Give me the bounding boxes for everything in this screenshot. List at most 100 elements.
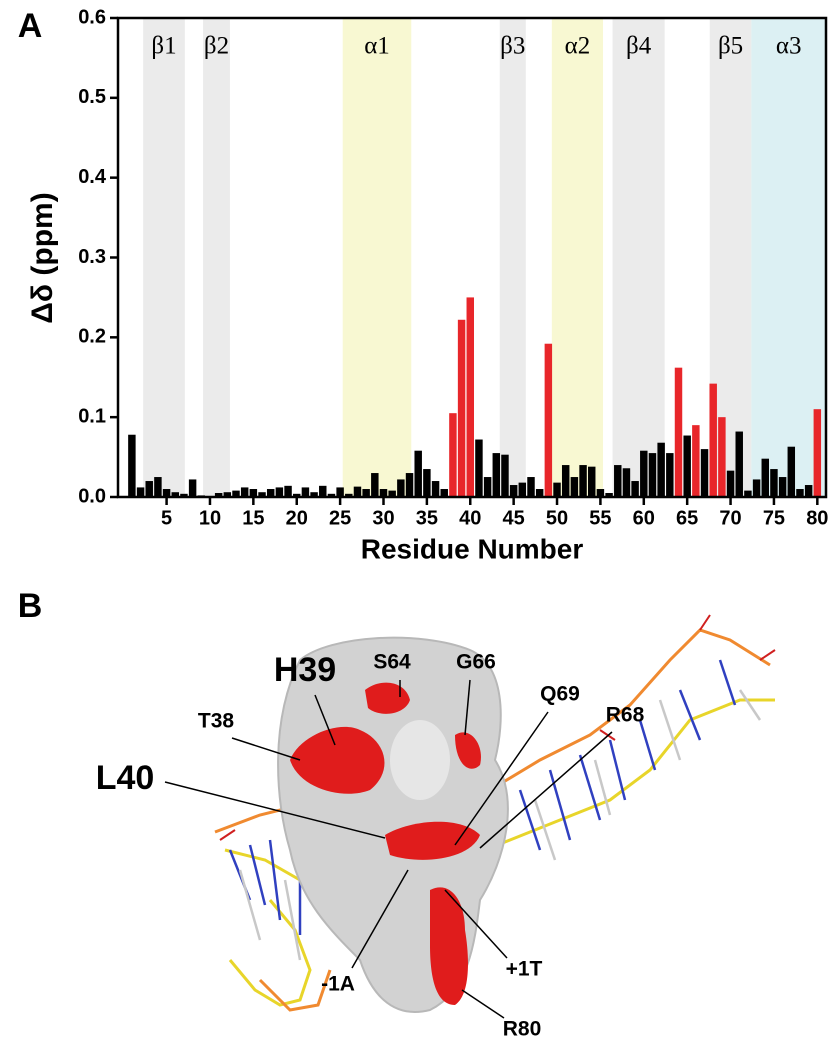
bar xyxy=(284,485,292,497)
x-tick-label: 25 xyxy=(329,507,351,529)
region-label: β5 xyxy=(718,33,743,60)
bar xyxy=(674,367,683,497)
bar xyxy=(388,490,396,497)
bar xyxy=(657,442,665,497)
plot-frame xyxy=(116,16,828,499)
bar xyxy=(501,454,509,497)
annotation: +1T xyxy=(506,958,543,981)
bar xyxy=(709,383,717,497)
y-tick-label: 0.5 xyxy=(78,86,106,108)
region-band xyxy=(499,18,526,497)
x-tick-label: 65 xyxy=(676,507,698,529)
bar xyxy=(405,473,414,497)
panel-b: B xyxy=(18,587,776,1041)
x-tick-label: 80 xyxy=(806,507,828,529)
bar xyxy=(483,477,492,497)
bar xyxy=(640,450,648,497)
bar xyxy=(561,465,570,497)
bar xyxy=(232,490,240,497)
annotation: R80 xyxy=(503,1018,542,1041)
bar xyxy=(744,490,752,497)
bar xyxy=(188,479,197,497)
bar xyxy=(683,435,691,497)
x-tick-label: 50 xyxy=(546,507,568,529)
panel-label: B xyxy=(18,587,43,625)
y-tick-label: 0.4 xyxy=(78,166,107,188)
x-tick-label: 60 xyxy=(633,507,655,529)
bar xyxy=(796,489,804,497)
leader-lines xyxy=(164,679,613,1019)
panel-label: A xyxy=(18,7,43,45)
bar xyxy=(726,470,735,497)
bar xyxy=(735,431,743,497)
x-tick-label: 10 xyxy=(199,507,221,529)
bar xyxy=(414,450,422,497)
bar xyxy=(180,493,188,497)
region-label: β4 xyxy=(626,33,652,60)
region-label: β3 xyxy=(500,33,525,60)
bar xyxy=(614,465,622,497)
bar xyxy=(214,493,223,497)
bar xyxy=(509,485,518,497)
bar xyxy=(249,489,258,497)
bar xyxy=(431,481,440,497)
bar xyxy=(310,492,318,497)
bar xyxy=(362,489,370,497)
bar xyxy=(475,439,483,497)
bar xyxy=(518,482,527,497)
y-tick-label: 0.0 xyxy=(78,485,106,507)
bar xyxy=(171,492,179,497)
annotation: T38 xyxy=(198,710,235,733)
region-band xyxy=(612,18,665,497)
bar xyxy=(752,479,761,497)
y-axis-label: Δδ (ppm) xyxy=(26,192,59,323)
annotation: R68 xyxy=(606,704,645,727)
bar xyxy=(631,481,639,497)
bar xyxy=(371,473,379,497)
bar xyxy=(588,466,596,497)
region-label: β1 xyxy=(151,33,176,60)
bar xyxy=(596,489,605,497)
bar xyxy=(258,492,266,497)
bar xyxy=(154,477,162,497)
bar xyxy=(466,297,474,497)
bar xyxy=(770,469,778,497)
bar xyxy=(301,487,310,497)
annotation: S64 xyxy=(373,651,411,674)
bar xyxy=(319,485,327,497)
bar xyxy=(622,468,631,497)
y-tick-label: 0.6 xyxy=(78,6,106,28)
shift-patches xyxy=(290,682,481,1005)
bar xyxy=(136,487,145,497)
bar xyxy=(527,477,535,497)
bar xyxy=(605,493,613,497)
bar xyxy=(492,453,501,497)
bar xyxy=(813,409,822,497)
bar xyxy=(223,492,232,497)
bar xyxy=(440,489,448,497)
x-tick-label: 20 xyxy=(286,507,308,529)
bar xyxy=(423,469,431,497)
bar xyxy=(327,493,336,497)
annotation: Q69 xyxy=(540,683,580,706)
bar xyxy=(162,489,171,497)
x-axis-label: Residue Number xyxy=(361,533,584,564)
bar xyxy=(579,465,587,497)
region-label: α3 xyxy=(776,33,802,60)
bar xyxy=(804,485,813,497)
bar xyxy=(457,319,466,497)
bar xyxy=(145,481,153,497)
bar xyxy=(648,453,657,497)
bar xyxy=(778,477,787,497)
annotation: -1A xyxy=(321,973,355,996)
bar xyxy=(553,482,561,497)
x-tick-label: 70 xyxy=(719,507,741,529)
annotation: H39 xyxy=(274,651,336,689)
y-tick-label: 0.2 xyxy=(78,326,106,348)
bar xyxy=(275,487,284,497)
region-label: β2 xyxy=(204,33,229,60)
y-tick-label: 0.1 xyxy=(78,405,106,427)
bar xyxy=(293,493,301,497)
bar xyxy=(700,449,709,497)
